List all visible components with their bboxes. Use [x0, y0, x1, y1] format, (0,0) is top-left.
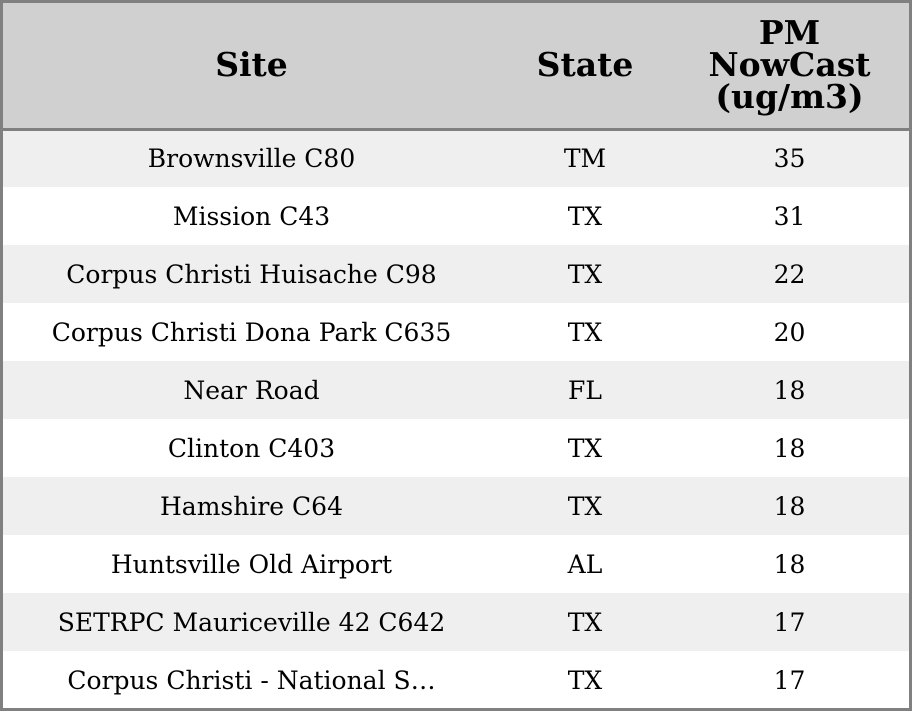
cell-site: Corpus Christi Huisache C98: [66, 259, 437, 289]
cell-pm: 20: [773, 317, 806, 347]
cell-state: TX: [567, 607, 603, 637]
table-row: Clinton C403 TX 18: [3, 419, 909, 477]
table-row: Near Road FL 18: [3, 361, 909, 419]
cell-state: TX: [567, 433, 603, 463]
cell-site: Corpus Christi Dona Park C635: [51, 317, 452, 347]
cell-state: TX: [567, 201, 603, 231]
table-row: Hamshire C64 TX 18: [3, 477, 909, 535]
cell-pm: 18: [773, 433, 806, 463]
cell-pm: 35: [773, 144, 806, 174]
cell-site: Brownsville C80: [147, 144, 356, 174]
table-row: Huntsville Old Airport AL 18: [3, 535, 909, 593]
cell-pm: 17: [773, 607, 806, 637]
cell-pm: 18: [773, 549, 806, 579]
cell-pm: 22: [773, 259, 806, 289]
column-header-site: Site: [3, 3, 500, 131]
cell-site: Near Road: [183, 375, 320, 405]
cell-state: FL: [568, 375, 602, 405]
column-header-state: State: [500, 3, 670, 131]
table-row: SETRPC Mauriceville 42 C642 TX 17: [3, 593, 909, 651]
cell-site: Hamshire C64: [160, 491, 343, 521]
cell-state: AL: [567, 549, 603, 579]
cell-site: Mission C43: [172, 201, 331, 231]
cell-site: SETRPC Mauriceville 42 C642: [57, 607, 446, 637]
cell-state: TX: [567, 491, 603, 521]
cell-pm: 31: [773, 201, 806, 231]
table-body: Brownsville C80 TM 35 Mission C43 TX 31 …: [3, 129, 909, 708]
table-row: Mission C43 TX 31: [3, 187, 909, 245]
column-header-pm-line1: PM: [758, 13, 821, 53]
cell-site: Clinton C403: [167, 433, 336, 463]
cell-state: TM: [563, 144, 607, 174]
cell-pm: 17: [773, 665, 806, 695]
data-table: Site State PM NowCast (ug/m3) Brownsvill…: [3, 3, 909, 708]
table-header: Site State PM NowCast (ug/m3): [3, 3, 909, 131]
column-header-pm-line3: (ug/m3): [715, 77, 864, 117]
cell-pm: 18: [773, 375, 806, 405]
cell-site: Corpus Christi - National S…: [67, 665, 436, 695]
cell-site: Huntsville Old Airport: [110, 549, 393, 579]
table-row: Brownsville C80 TM 35: [3, 129, 909, 187]
cell-state: TX: [567, 317, 603, 347]
table-row: Corpus Christi - National S… TX 17: [3, 651, 909, 708]
cell-state: TX: [567, 665, 603, 695]
column-header-pm-nowcast: PM NowCast (ug/m3): [670, 3, 909, 131]
table-row: Corpus Christi Huisache C98 TX 22: [3, 245, 909, 303]
cell-pm: 18: [773, 491, 806, 521]
table-row: Corpus Christi Dona Park C635 TX 20: [3, 303, 909, 361]
header-row: Site State PM NowCast (ug/m3): [3, 3, 909, 131]
column-header-pm-line2: NowCast: [708, 45, 871, 85]
cell-state: TX: [567, 259, 603, 289]
